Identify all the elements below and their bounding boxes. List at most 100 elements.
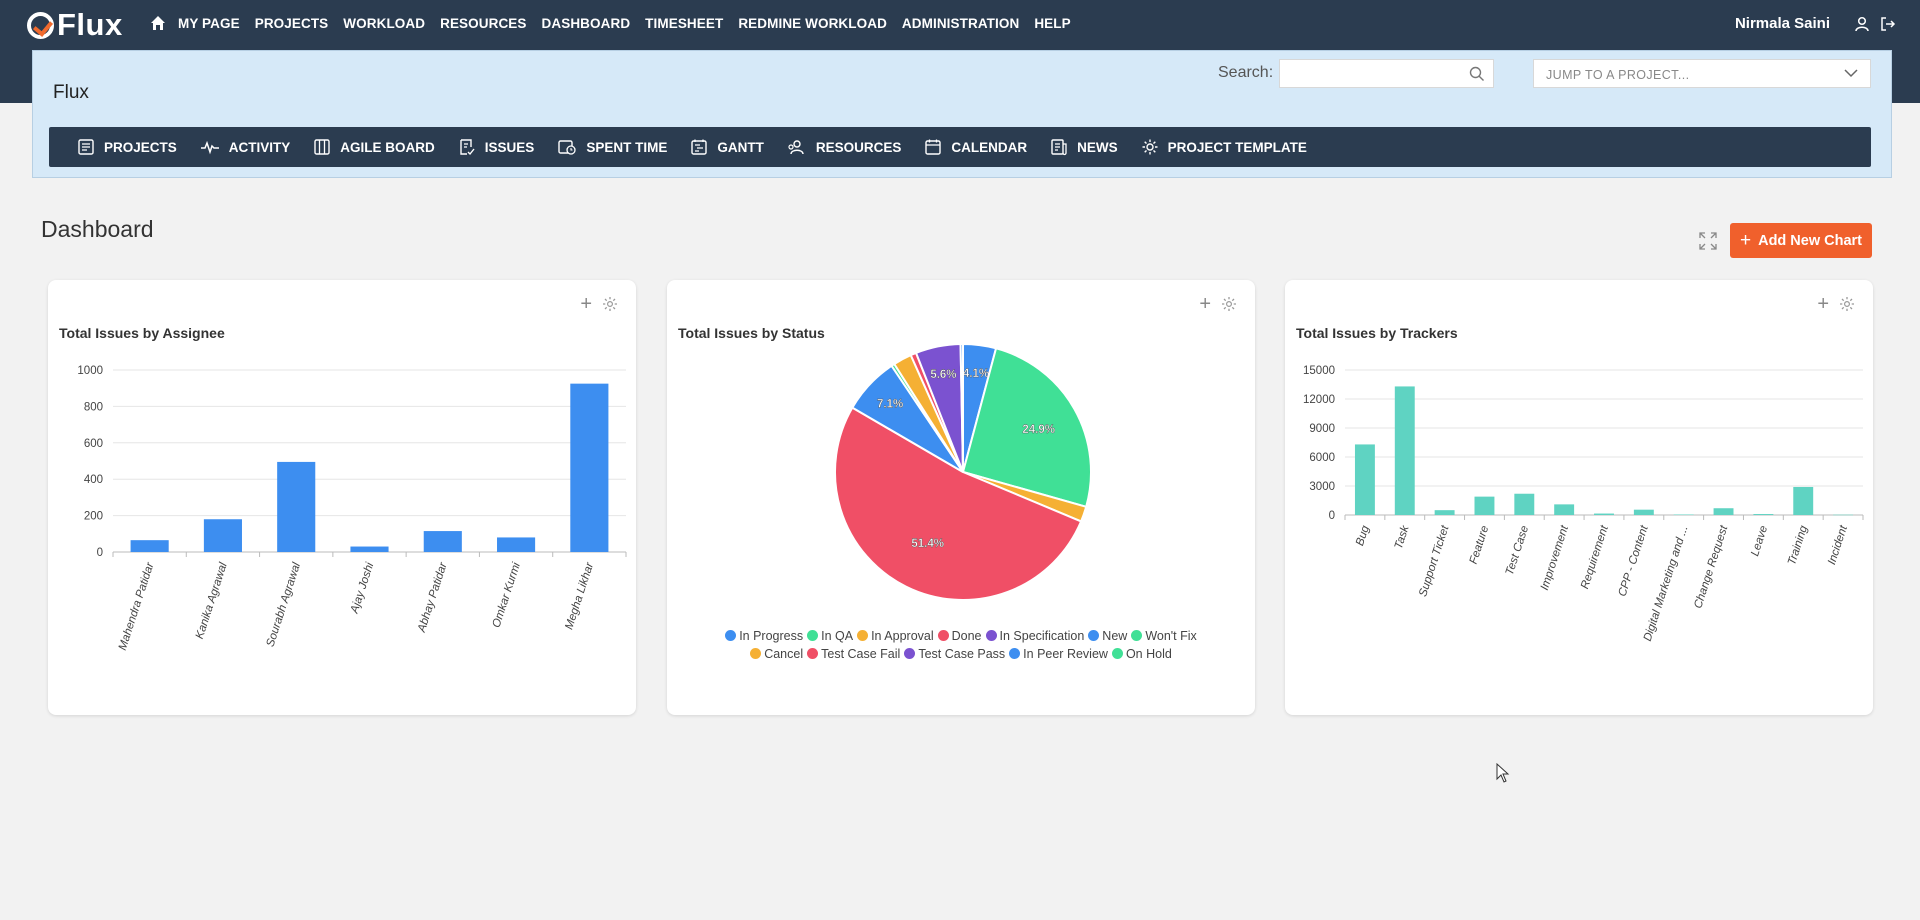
project-menu-issues[interactable]: ISSUES <box>458 138 534 156</box>
legend-item[interactable]: Cancel <box>750 645 803 663</box>
chart-legend: In Progress In QA In Approval Done In Specif… <box>667 627 1255 663</box>
legend-item[interactable]: Test Case Fail <box>807 645 900 663</box>
assignee-bar-chart: 0 200 400 600 800 1000 Mahendra Patidar Kanika … <box>77 365 627 652</box>
legend-swatch <box>1088 630 1100 641</box>
logo-check-icon <box>27 11 54 39</box>
topnav-resources[interactable]: RESOURCES <box>440 15 527 31</box>
legend-item[interactable]: On Hold <box>1111 645 1172 663</box>
jump-to-project-select[interactable]: JUMP TO A PROJECT... <box>1533 59 1871 88</box>
jump-placeholder: JUMP TO A PROJECT... <box>1546 68 1690 82</box>
x-tick-label: Ajay Joshi <box>348 561 376 616</box>
legend-swatch <box>750 648 762 659</box>
fullscreen-icon[interactable] <box>1698 231 1718 251</box>
app-logo[interactable]: Flux <box>27 7 123 42</box>
user-icon[interactable] <box>1854 16 1870 32</box>
add-icon[interactable]: + <box>580 293 592 315</box>
project-menu-news[interactable]: NEWS <box>1050 138 1118 156</box>
legend-item[interactable]: New <box>1088 627 1127 645</box>
y-tick-label: 12000 <box>1303 394 1335 406</box>
project-menu-agile-board[interactable]: AGILE BOARD <box>313 138 435 156</box>
gear-icon[interactable] <box>602 296 618 312</box>
legend-swatch <box>807 648 819 659</box>
x-tick-label: Leave <box>1749 524 1770 558</box>
legend-swatch <box>985 630 997 641</box>
legend-label: Test Case Pass <box>918 647 1006 661</box>
pie-slice <box>959 342 964 473</box>
x-tick-label: Bug <box>1354 524 1372 548</box>
legend-label: Cancel <box>764 647 804 661</box>
y-tick-label: 1000 <box>77 365 103 377</box>
y-tick-label: 200 <box>84 511 103 523</box>
project-menu-spent-time[interactable]: SPENT TIME <box>557 138 667 156</box>
y-tick-label: 600 <box>84 438 103 450</box>
project-menu-calendar[interactable]: CALENDAR <box>924 138 1027 156</box>
spent-time-icon <box>558 140 576 155</box>
bar <box>1554 504 1575 515</box>
topnav-administration[interactable]: ADMINISTRATION <box>901 15 1020 31</box>
topnav-workload[interactable]: WORKLOAD <box>343 15 426 31</box>
projects-icon <box>78 139 94 155</box>
y-tick-label: 800 <box>84 401 103 413</box>
add-new-chart-button[interactable]: + Add New Chart <box>1730 223 1872 258</box>
y-tick-label: 3000 <box>1309 481 1335 493</box>
x-tick-label: Feature <box>1468 524 1492 565</box>
add-icon[interactable]: + <box>1199 293 1211 315</box>
page-title: Dashboard <box>41 216 154 242</box>
legend-swatch <box>937 630 949 641</box>
project-menu-resources[interactable]: RESOURCES <box>787 138 901 156</box>
bar <box>277 461 316 552</box>
y-tick-label: 400 <box>84 474 103 486</box>
topnav-timesheet[interactable]: TIMESHEET <box>645 15 724 31</box>
project-name: Flux <box>53 82 89 103</box>
legend-item[interactable]: In Specification <box>985 627 1085 645</box>
pie-slice <box>961 347 1092 509</box>
status-pie-chart: 4.1% 24.9% 51.4% 7.1% 5.6% <box>834 342 1092 601</box>
bar <box>350 546 389 552</box>
pie-slice <box>834 406 1083 601</box>
project-menu-project-template[interactable]: PROJECT TEMPLATE <box>1141 138 1307 156</box>
x-tick-label: Sourabh Agrawal <box>265 561 304 649</box>
topnav-help[interactable]: HELP <box>1034 15 1071 31</box>
topnav-redmine-workload[interactable]: REDMINE WORKLOAD <box>738 15 887 31</box>
project-menu-activity[interactable]: ACTIVITY <box>200 138 290 156</box>
topnav-dashboard[interactable]: DASHBOARD <box>541 15 631 31</box>
project-menu-projects[interactable]: PROJECTS <box>77 138 177 156</box>
bar <box>1594 513 1614 515</box>
chevron-down-icon <box>1844 69 1858 78</box>
chart-title: Total Issues by Assignee <box>59 325 225 341</box>
topnav-my-page[interactable]: MY PAGE <box>178 15 240 31</box>
x-tick-label: Test Case <box>1504 524 1531 577</box>
topnav-projects[interactable]: PROJECTS <box>254 15 329 31</box>
legend-label: In Specification <box>999 629 1085 643</box>
gear-icon[interactable] <box>1221 296 1237 312</box>
x-tick-label: Megha Likhar <box>563 560 596 631</box>
legend-item[interactable]: In Progress <box>725 627 803 645</box>
search-label: Search: <box>1218 64 1274 81</box>
pie-data-label: 24.9% <box>1022 424 1055 436</box>
legend-item[interactable]: Test Case Pass <box>904 645 1005 663</box>
legend-item[interactable]: In Approval <box>857 627 934 645</box>
logout-icon[interactable] <box>1880 16 1896 32</box>
legend-label: In Progress <box>739 629 804 643</box>
legend-swatch <box>1009 648 1021 659</box>
pie-data-label: 51.4% <box>911 538 944 550</box>
x-tick-label: Mahendra Patidar <box>117 560 157 652</box>
search-icon[interactable] <box>1469 66 1485 82</box>
calendar-icon <box>925 139 942 155</box>
legend-swatch <box>1111 648 1123 659</box>
legend-label: Done <box>951 629 982 643</box>
legend-item[interactable]: Done <box>937 627 982 645</box>
project-template-icon <box>1142 139 1158 155</box>
legend-item[interactable]: In QA <box>807 627 853 645</box>
x-tick-label: Task <box>1393 523 1412 551</box>
user-name[interactable]: Nirmala Saini <box>1734 15 1830 32</box>
legend-item[interactable]: Won't Fix <box>1131 627 1197 645</box>
search-input[interactable] <box>1279 59 1494 88</box>
add-icon[interactable]: + <box>1817 293 1829 315</box>
project-menu-gantt[interactable]: GANTT <box>690 138 764 156</box>
gear-icon[interactable] <box>1839 296 1855 312</box>
x-tick-label: Omkar Kurmi <box>491 561 523 630</box>
home-icon[interactable] <box>150 15 166 31</box>
legend-item[interactable]: In Peer Review <box>1009 645 1108 663</box>
legend-label: In Peer Review <box>1023 647 1108 661</box>
